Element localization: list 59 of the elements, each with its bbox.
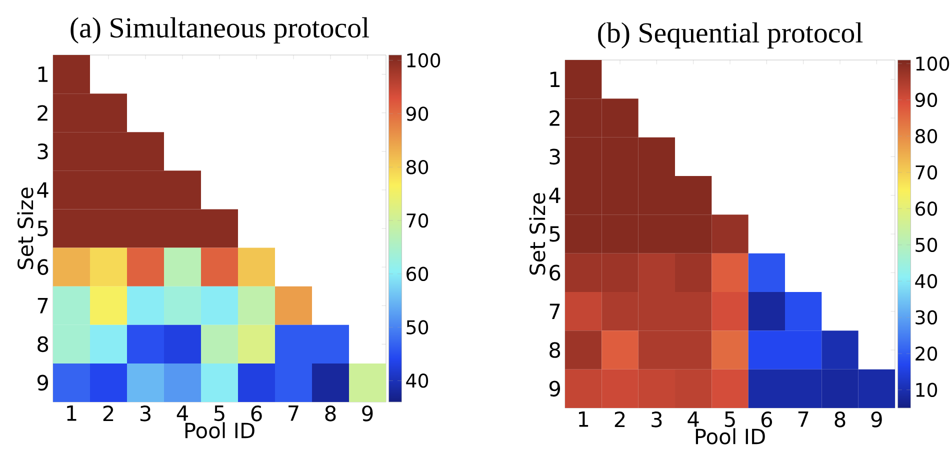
x-tick-label: 5 bbox=[214, 406, 224, 422]
y-tick-label: 9 bbox=[37, 374, 48, 391]
x-tick-label: 6 bbox=[251, 406, 262, 422]
y-tick-label: 2 bbox=[550, 110, 560, 126]
x-tick-label: 1 bbox=[67, 406, 76, 421]
x-tick-label: 4 bbox=[688, 412, 699, 427]
y-tick-label: 1 bbox=[550, 72, 560, 87]
color-bar-label: 70 bbox=[406, 213, 428, 228]
y-axis-title: Set Size bbox=[17, 188, 34, 270]
x-tick-label: 7 bbox=[288, 406, 298, 421]
x-tick-label: 3 bbox=[140, 406, 150, 422]
x-tick-label: 4 bbox=[176, 406, 188, 421]
color-bar-label: 60 bbox=[916, 201, 938, 216]
x-tick-label: 9 bbox=[362, 406, 373, 422]
y-tick-label: 1 bbox=[38, 66, 48, 82]
y-tick-label: 5 bbox=[38, 220, 48, 236]
y-tick-label: 8 bbox=[550, 342, 560, 358]
y-tick-label: 7 bbox=[38, 298, 48, 314]
x-tick-label: 6 bbox=[761, 412, 772, 428]
color-bar-label: 10 bbox=[916, 382, 938, 398]
y-tick-label: 2 bbox=[38, 105, 48, 121]
color-bar-label: 50 bbox=[916, 238, 938, 252]
color-bar-label: 40 bbox=[406, 373, 428, 388]
color-bar-label: 60 bbox=[406, 266, 428, 282]
y-tick-label: 4 bbox=[549, 188, 560, 203]
x-tick-label: 1 bbox=[578, 412, 588, 427]
y-tick-label: 6 bbox=[38, 259, 48, 275]
y-tick-label: 9 bbox=[549, 380, 560, 397]
y-tick-label: 4 bbox=[37, 182, 48, 198]
color-bar-label: 30 bbox=[916, 310, 938, 325]
y-tick-label: 8 bbox=[38, 336, 48, 352]
x-tick-label: 5 bbox=[724, 412, 735, 428]
color-bar-label: 80 bbox=[406, 160, 428, 174]
color-bar-label: 50 bbox=[406, 320, 428, 334]
x-tick-label: 2 bbox=[614, 412, 625, 428]
y-tick-label: 5 bbox=[550, 226, 560, 242]
x-tick-label: 7 bbox=[798, 412, 808, 427]
x-tick-label: 9 bbox=[871, 412, 882, 428]
x-tick-label: 8 bbox=[325, 406, 336, 422]
x-tick-label: 8 bbox=[834, 412, 846, 428]
color-bar-label: 40 bbox=[915, 274, 938, 288]
y-tick-label: 3 bbox=[38, 143, 48, 160]
color-bar-label: 20 bbox=[916, 346, 938, 361]
color-bar-label: 90 bbox=[915, 92, 938, 108]
chart-title: (b) Sequential protocol bbox=[598, 22, 863, 49]
color-bar-label: 70 bbox=[916, 165, 938, 180]
chart-title: (a) Simultaneous protocol bbox=[70, 17, 369, 44]
y-tick-label: 3 bbox=[550, 148, 560, 165]
color-bar-label: 100 bbox=[407, 53, 440, 68]
x-tick-label: 3 bbox=[652, 412, 662, 428]
y-tick-label: 7 bbox=[550, 304, 560, 319]
x-tick-label: 2 bbox=[103, 406, 114, 422]
color-bar-label: 100 bbox=[916, 56, 950, 71]
x-axis-title: Pool ID bbox=[696, 428, 765, 444]
x-axis-title: Pool ID bbox=[185, 422, 254, 438]
y-tick-label: 6 bbox=[550, 264, 560, 281]
color-bar-label: 90 bbox=[406, 106, 428, 121]
color-bar-label: 80 bbox=[916, 128, 938, 144]
y-axis-title: Set Size bbox=[529, 193, 546, 275]
